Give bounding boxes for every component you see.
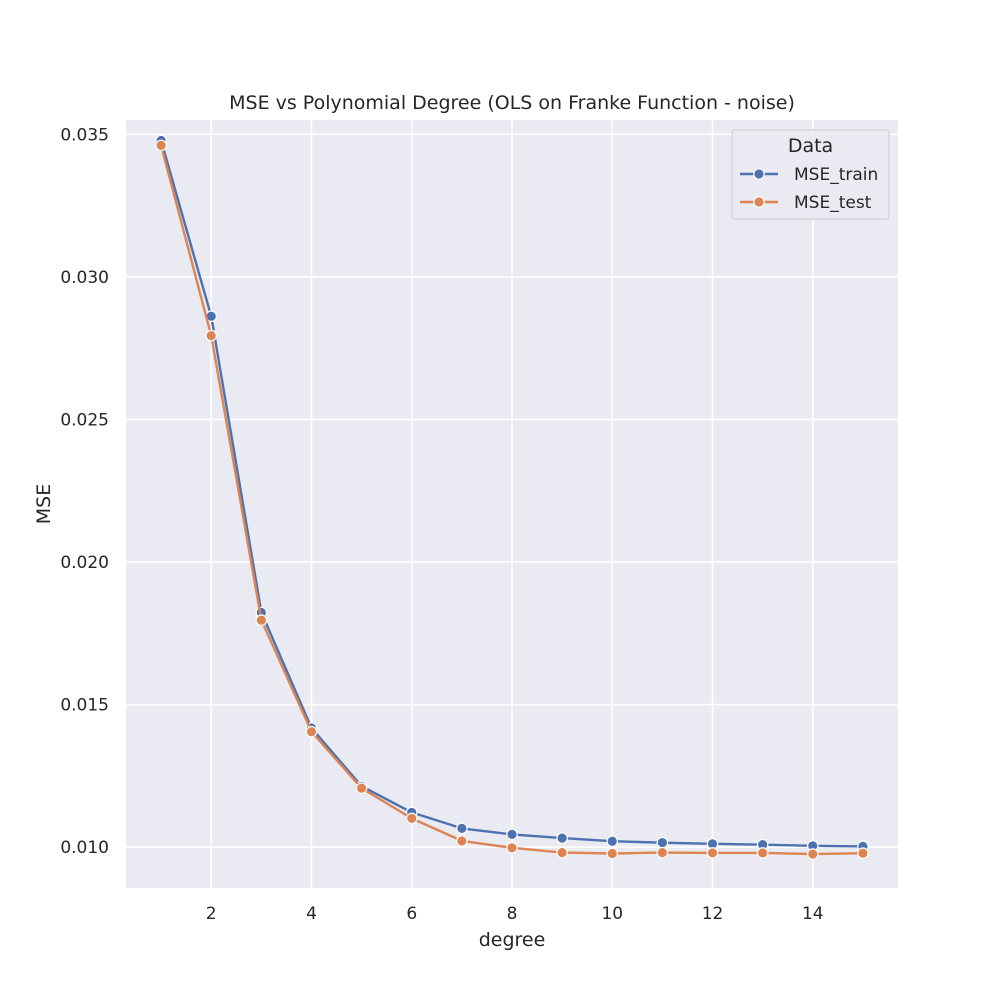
data-point-MSE_test (556, 846, 568, 859)
data-point-MSE_train (556, 832, 568, 844)
data-point-MSE_train (506, 828, 518, 841)
x-tick-label: 8 (507, 904, 518, 924)
data-point-MSE_test (606, 847, 619, 860)
data-point-MSE_train (656, 836, 669, 849)
x-tick-label: 10 (601, 904, 623, 924)
x-axis-label: degree (479, 929, 546, 951)
data-point-MSE_test (806, 848, 819, 860)
x-tick-label: 4 (306, 904, 317, 924)
y-axis-label: MSE (33, 484, 55, 524)
data-point-MSE_test (355, 782, 368, 794)
legend-title: Data (788, 135, 833, 157)
data-point-MSE_train (456, 822, 468, 835)
legend-swatch-marker (753, 196, 765, 208)
data-point-MSE_train (606, 835, 619, 848)
legend: Data MSE_train MSE_test (731, 129, 890, 220)
data-point-MSE_test (506, 841, 518, 854)
y-tick-label: 0.030 (60, 268, 109, 288)
data-point-MSE_test (405, 812, 418, 825)
data-point-MSE_test (456, 835, 468, 847)
data-point-MSE_test (255, 614, 268, 627)
data-point-MSE_test (706, 847, 719, 859)
y-tick-label: 0.015 (60, 696, 109, 716)
y-tick-label: 0.020 (60, 553, 109, 573)
legend-entry-label: MSE_test (794, 193, 872, 213)
data-point-MSE_test (305, 725, 318, 738)
data-point-MSE_test (205, 329, 218, 342)
x-tick-label: 6 (406, 904, 417, 924)
legend-frame (731, 129, 890, 220)
x-tick-label: 2 (206, 904, 217, 924)
y-tick-label: 0.010 (60, 838, 109, 858)
legend-entry-label: MSE_train (794, 165, 878, 185)
data-point-MSE_test (857, 847, 869, 860)
x-tick-label: 14 (802, 904, 824, 924)
data-point-MSE_test (756, 847, 769, 859)
tick-labels: 2 4 6 8 10 12 14 0.010 0.015 0.020 0.025 0.030 0.035 (60, 125, 823, 924)
x-tick-label: 12 (702, 904, 724, 924)
legend-swatch-marker (753, 168, 765, 180)
data-point-MSE_test (155, 139, 167, 152)
y-tick-label: 0.035 (60, 125, 109, 145)
chart-title: MSE vs Polynomial Degree (OLS on Franke … (229, 92, 795, 114)
y-tick-label: 0.025 (60, 410, 109, 430)
data-point-MSE_test (656, 846, 669, 859)
series-lines (155, 134, 869, 860)
